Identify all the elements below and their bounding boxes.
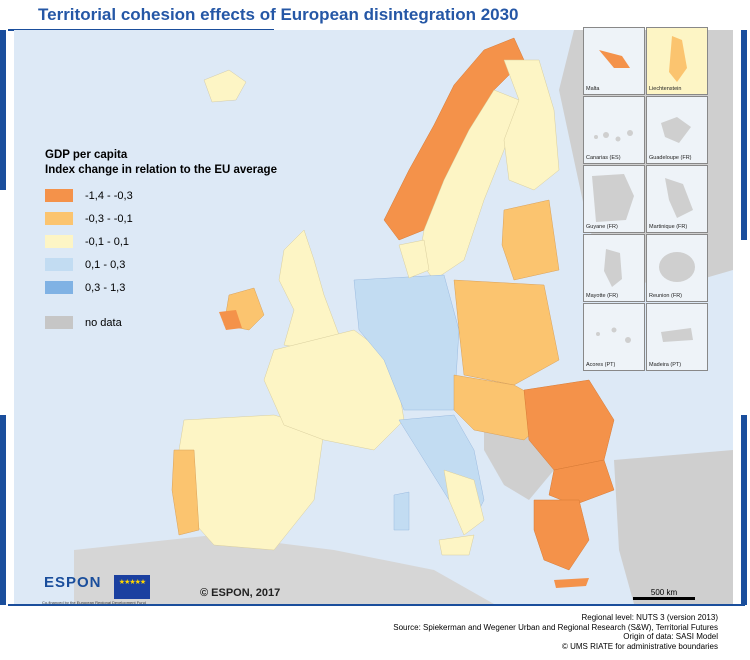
legend-label: -1,4 - -0,3 (85, 189, 133, 202)
iceland-land (203, 69, 247, 103)
inset-label: Canarias (ES) (586, 155, 621, 161)
legend-swatch (45, 281, 73, 294)
eu-stars: ★★★★★ (118, 579, 146, 586)
frame-left-bar-bottom (0, 415, 6, 605)
legend-class-1: -1,4 - -0,3 (45, 184, 305, 207)
legend-class-3: -0,1 - 0,1 (45, 230, 305, 253)
legend-label: 0,3 - 1,3 (85, 281, 126, 294)
greece-land (533, 499, 590, 571)
frame-right-bar-top (741, 30, 747, 240)
ireland-west (219, 310, 242, 330)
inset-malta: Malta (583, 27, 645, 95)
legend-swatch (45, 189, 73, 202)
portugal-land (171, 449, 200, 536)
inset-guadeloupe: Guadeloupe (FR) (646, 96, 708, 164)
sardinia-land (393, 491, 410, 531)
legend-swatch (45, 258, 73, 271)
legend-class-5: 0,3 - 1,3 (45, 276, 305, 299)
bulgaria-land (548, 459, 615, 506)
inset-madeira: Madeira (PT) (646, 303, 708, 371)
legend-class-2: -0,3 - -0,1 (45, 207, 305, 230)
inset-label: Martinique (FR) (649, 224, 688, 230)
crete-land (554, 578, 589, 588)
finland-land (503, 59, 560, 191)
scale-label: 500 km (650, 588, 678, 597)
germany-land (353, 274, 460, 411)
copyright-note: © ESPON, 2017 (200, 587, 281, 599)
sweden-land (418, 89, 520, 281)
inset-canarias: Canarias (ES) (583, 96, 645, 164)
legend-class-4: 0,1 - 0,3 (45, 253, 305, 276)
legend-class-nodata: no data (45, 311, 305, 334)
inset-acores: Acores (PT) (583, 303, 645, 371)
legend-swatch (45, 316, 73, 329)
inset-martinique: Martinique (FR) (646, 165, 708, 233)
footer-line2: Source: Spiekerman and Wegener Urban and… (393, 622, 718, 632)
inset-label: Guyane (FR) (586, 224, 618, 230)
inset-guyane: Guyane (FR) (583, 165, 645, 233)
inset-liechtenstein: Liechtenstein (646, 27, 708, 95)
frame-right-bar-bottom (741, 415, 747, 605)
legend-title-line2: Index change in relation to the EU avera… (45, 164, 277, 176)
legend-swatch (45, 212, 73, 225)
denmark-land (398, 239, 430, 279)
footer-line3: Origin of data: SASI Model (623, 632, 718, 641)
footer-line1: Regional level: NUTS 3 (version 2013) (581, 613, 718, 622)
legend-label: -0,1 - 0,1 (85, 235, 130, 248)
poland-land (453, 279, 560, 386)
cofunded-note: Co-financed by the European Regional Dev… (42, 600, 146, 605)
legend-label: 0,1 - 0,3 (85, 258, 126, 271)
inset-label: Acores (PT) (586, 362, 616, 368)
inset-reunion: Reunion (FR) (646, 234, 708, 302)
inset-label: Malta (586, 86, 600, 92)
north-africa-land (74, 535, 494, 604)
source-footer: Regional level: NUTS 3 (version 2013) So… (393, 613, 718, 651)
inset-mayotte: Mayotte (FR) (583, 234, 645, 302)
inset-label: Mayotte (FR) (586, 293, 619, 299)
sicily-land (438, 534, 475, 556)
scale-bar-line (633, 597, 695, 600)
scale-bar: 500 km (633, 588, 695, 600)
map-legend: GDP per capita Index change in relation … (45, 148, 305, 334)
legend-title-line1: GDP per capita (45, 149, 128, 161)
inset-label: Reunion (FR) (649, 293, 683, 299)
map-title: Territorial cohesion effects of European… (38, 5, 519, 24)
eu-flag-icon: ★★★★★ (114, 575, 150, 599)
frame-left-bar-top (0, 30, 6, 190)
inset-label: Guadeloupe (FR) (649, 155, 692, 161)
italy-south (443, 469, 485, 536)
legend-label: no data (85, 316, 122, 329)
espon-logo: ESPON (44, 574, 102, 591)
legend-swatch (45, 235, 73, 248)
footer-line4: © UMS RIATE for administrative boundarie… (561, 641, 718, 651)
inset-label: Madeira (PT) (649, 362, 682, 368)
turkey-land (614, 450, 733, 604)
frame-bottom-rule (8, 604, 745, 606)
baltics-land (501, 199, 560, 281)
legend-label: -0,3 - -0,1 (85, 212, 133, 225)
inset-label: Liechtenstein (649, 86, 682, 92)
